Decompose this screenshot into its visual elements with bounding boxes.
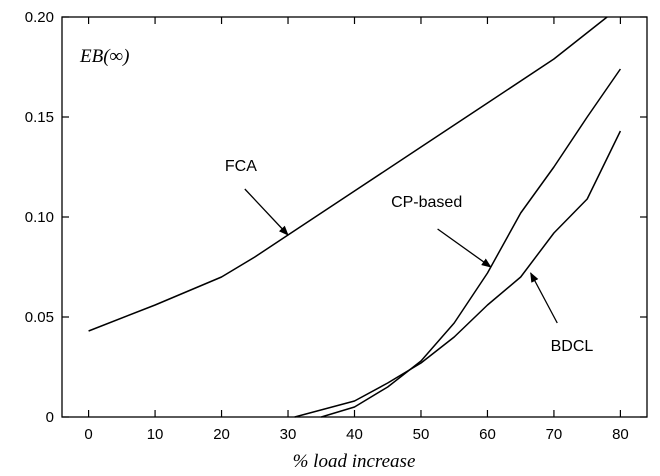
annotation-arrow-fca [244,188,289,236]
y-tick-label: 0 [46,409,54,426]
series-line-cp-based [321,68,622,418]
panel-label: EB(∞) [79,46,129,67]
x-tick-label: 10 [147,426,164,443]
series-label-bdcl: BDCL [551,338,594,355]
x-tick-label: 40 [346,426,363,443]
x-tick-label: 60 [479,426,496,443]
y-tick-label: 0.10 [25,209,54,226]
annotation-group: FCA CP-based BDCL [225,158,594,355]
x-tick-label: 0 [84,426,92,443]
x-tick-label: 50 [413,426,430,443]
y-tick-label: 0.20 [25,9,54,26]
x-tick-label: 80 [612,426,629,443]
x-tick-label: 20 [213,426,230,443]
annotation-arrow-bdcl [530,272,558,324]
x-axis-title: % load increase [293,451,416,472]
tick-label-group: 0 10 20 30 40 50 60 70 80 0 0.05 0.10 0.15 0.20 [25,9,629,443]
tick-group [62,16,647,418]
series-group [88,16,622,418]
series-line-fca [88,16,608,332]
x-tick-label: 30 [280,426,297,443]
series-line-bdcl [294,130,622,418]
y-tick-label: 0.15 [25,109,54,126]
x-tick-label: 70 [546,426,563,443]
y-tick-label: 0.05 [25,309,54,326]
series-label-fca: FCA [225,158,257,175]
series-label-cp-based: CP-based [391,194,462,211]
annotation-arrow-cp-based [437,228,492,268]
plot-frame [61,16,648,418]
